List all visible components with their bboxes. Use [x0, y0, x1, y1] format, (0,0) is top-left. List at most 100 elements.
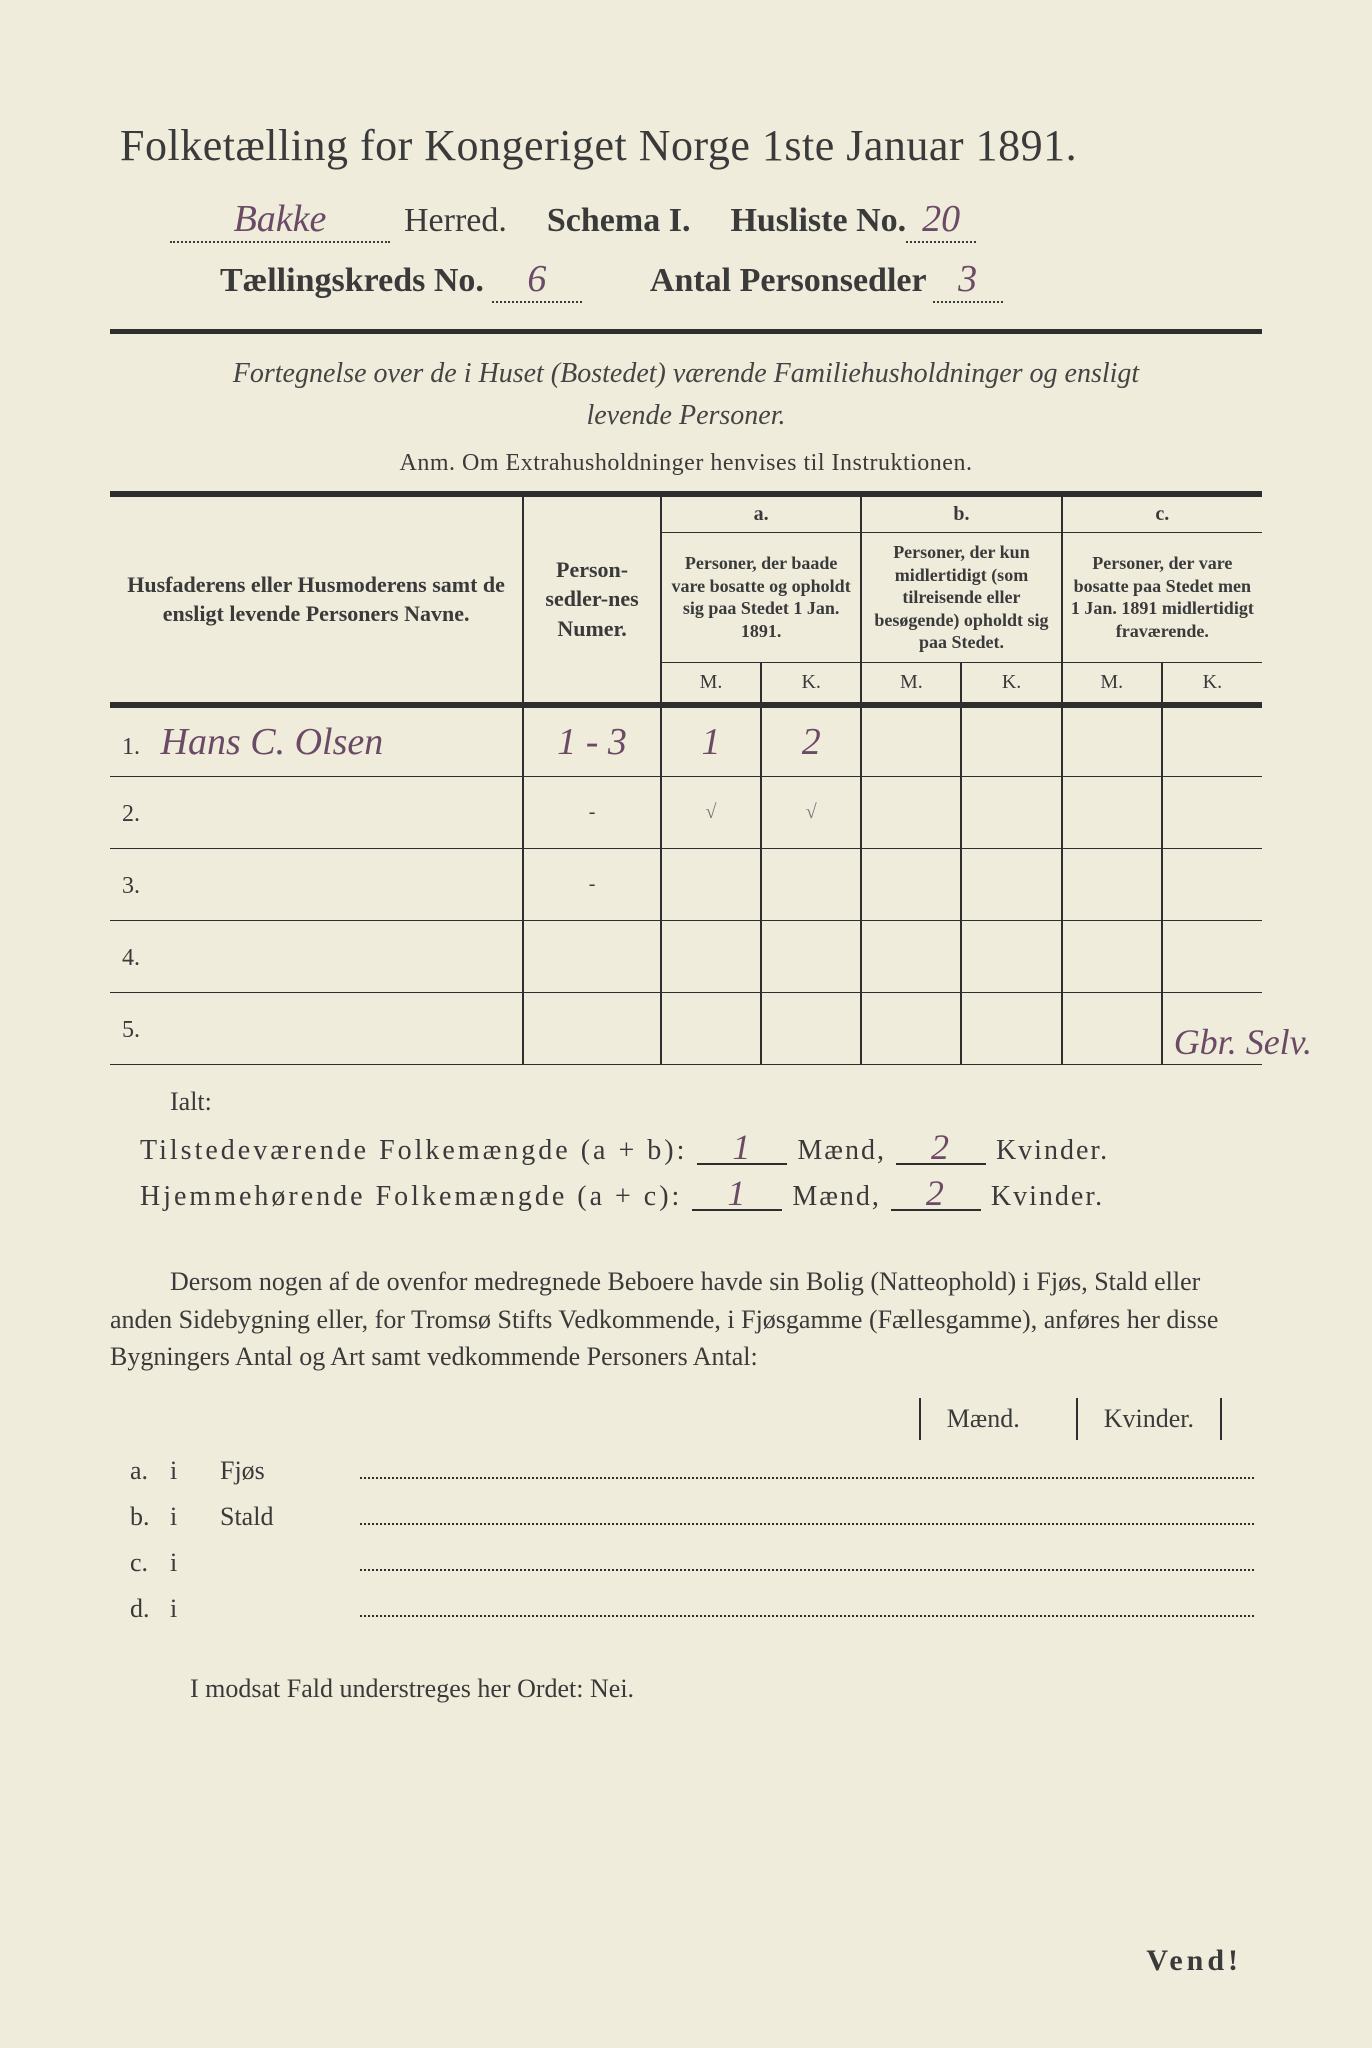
hdr-b-m: M.	[861, 662, 961, 705]
mk-kvinder: Kvinder.	[1076, 1398, 1222, 1440]
row-num: 4.	[122, 945, 154, 972]
table-row: 1. Hans C. Olsen 1 - 3 1 2	[110, 705, 1262, 777]
b-what: Fjøs	[220, 1456, 360, 1486]
cell: 2	[802, 721, 821, 763]
mk-header: Mænd. Kvinder.	[110, 1398, 1262, 1440]
cell	[961, 993, 1061, 1065]
maend-label: Mænd,	[792, 1181, 881, 1213]
herred-label: Herred.	[404, 202, 507, 240]
buildings-list: a. i Fjøs b. i Stald c. i d. i	[110, 1456, 1262, 1624]
row-num: 1.	[122, 734, 154, 761]
antal-value: 3	[958, 258, 977, 300]
cell	[961, 705, 1061, 777]
buildings-paragraph: Dersom nogen af de ovenfor medregnede Be…	[110, 1263, 1262, 1376]
husliste-value: 20	[922, 198, 960, 240]
hdr-c-k: K.	[1162, 662, 1262, 705]
table-row: 2. - √ √	[110, 777, 1262, 849]
cell	[761, 921, 861, 993]
cell	[661, 921, 761, 993]
ialt-label: Ialt:	[170, 1087, 1262, 1117]
hdr-b-label: b.	[861, 494, 1061, 533]
cell	[861, 849, 961, 921]
b-lab: b.	[110, 1502, 170, 1532]
cell: √	[761, 777, 861, 849]
b-i: i	[170, 1502, 220, 1532]
row-num: 3.	[122, 873, 154, 900]
dots	[360, 1477, 1254, 1479]
cell	[861, 705, 961, 777]
cell: 1	[702, 721, 721, 763]
cell: -	[523, 849, 661, 921]
cell	[1162, 849, 1262, 921]
building-row: a. i Fjøs	[110, 1456, 1262, 1486]
cell	[1062, 777, 1162, 849]
hdr-b-text: Personer, der kun midlertidigt (som tilr…	[861, 533, 1061, 663]
sum-resident-label: Hjemmehørende Folkemængde (a + c):	[140, 1181, 682, 1213]
sum-resident-k: 2	[891, 1177, 981, 1211]
cell	[961, 777, 1061, 849]
b-lab: c.	[110, 1548, 170, 1578]
dots	[360, 1523, 1254, 1525]
row-num: 5.	[122, 1017, 154, 1044]
cell	[861, 993, 961, 1065]
intro-line-2: levende Personer.	[110, 400, 1262, 432]
divider-rule	[110, 329, 1262, 334]
census-table: Husfaderens eller Husmoderens samt de en…	[110, 491, 1262, 1065]
hdr-a-k: K.	[761, 662, 861, 705]
b-what: Stald	[220, 1502, 360, 1532]
cell	[1062, 849, 1162, 921]
cell	[1062, 993, 1162, 1065]
antal-label: Antal Personsedler	[650, 262, 927, 300]
hdr-b-k: K.	[961, 662, 1061, 705]
sum-present: Tilstedeværende Folkemængde (a + b): 1 M…	[140, 1131, 1262, 1167]
hdr-c-m: M.	[1062, 662, 1162, 705]
cell	[1162, 777, 1262, 849]
anm-note: Anm. Om Extrahusholdninger henvises til …	[110, 450, 1262, 477]
cell	[661, 993, 761, 1065]
cell	[523, 993, 661, 1065]
page-title: Folketælling for Kongeriget Norge 1ste J…	[110, 120, 1262, 171]
hdr-a-label: a.	[661, 494, 861, 533]
mk-maend: Mænd.	[919, 1398, 1046, 1440]
cell	[761, 993, 861, 1065]
dots	[360, 1569, 1254, 1571]
sum-present-m: 1	[697, 1131, 787, 1165]
kreds-line: Tællingskreds No. 6 Antal Personsedler 3	[110, 257, 1262, 303]
table-row: 4.	[110, 921, 1262, 993]
building-row: b. i Stald	[110, 1502, 1262, 1532]
cell	[961, 921, 1061, 993]
sum-resident-m: 1	[692, 1177, 782, 1211]
b-i: i	[170, 1548, 220, 1578]
cell	[1062, 921, 1162, 993]
kreds-label: Tællingskreds No.	[220, 262, 484, 300]
b-lab: a.	[110, 1456, 170, 1486]
census-table-wrap: Husfaderens eller Husmoderens samt de en…	[110, 491, 1262, 1065]
sum-resident: Hjemmehørende Folkemængde (a + c): 1 Mæn…	[140, 1177, 1262, 1213]
hdr-a-text: Personer, der baade vare bosatte og opho…	[661, 533, 861, 663]
cell	[1162, 921, 1262, 993]
b-i: i	[170, 1456, 220, 1486]
sum-present-k: 2	[896, 1131, 986, 1165]
kvinder-label: Kvinder.	[996, 1135, 1109, 1167]
vend-label: Vend!	[1146, 1944, 1242, 1978]
cell: -	[523, 777, 661, 849]
hdr-numer: Person-sedler-nes Numer.	[523, 494, 661, 705]
hdr-c-text: Personer, der vare bosatte paa Stedet me…	[1062, 533, 1262, 663]
schema-label: Schema I.	[547, 202, 691, 240]
hdr-c-label: c.	[1062, 494, 1262, 533]
cell	[1162, 705, 1262, 777]
nei-line: I modsat Fald understreges her Ordet: Ne…	[110, 1674, 1262, 1704]
intro-line-1: Fortegnelse over de i Huset (Bostedet) v…	[110, 358, 1262, 390]
cell: √	[661, 777, 761, 849]
cell	[523, 921, 661, 993]
kvinder-label: Kvinder.	[991, 1181, 1104, 1213]
building-row: c. i	[110, 1548, 1262, 1578]
row-name: Hans C. Olsen	[161, 721, 384, 763]
b-i: i	[170, 1594, 220, 1624]
margin-note: Gbr. Selv.	[1174, 1021, 1312, 1063]
maend-label: Mænd,	[797, 1135, 886, 1167]
cell: 1 - 3	[557, 721, 627, 763]
sum-present-label: Tilstedeværende Folkemængde (a + b):	[140, 1135, 687, 1167]
dots	[360, 1615, 1254, 1617]
herred-line: Bakke Herred. Schema I. Husliste No. 20	[110, 197, 1262, 243]
